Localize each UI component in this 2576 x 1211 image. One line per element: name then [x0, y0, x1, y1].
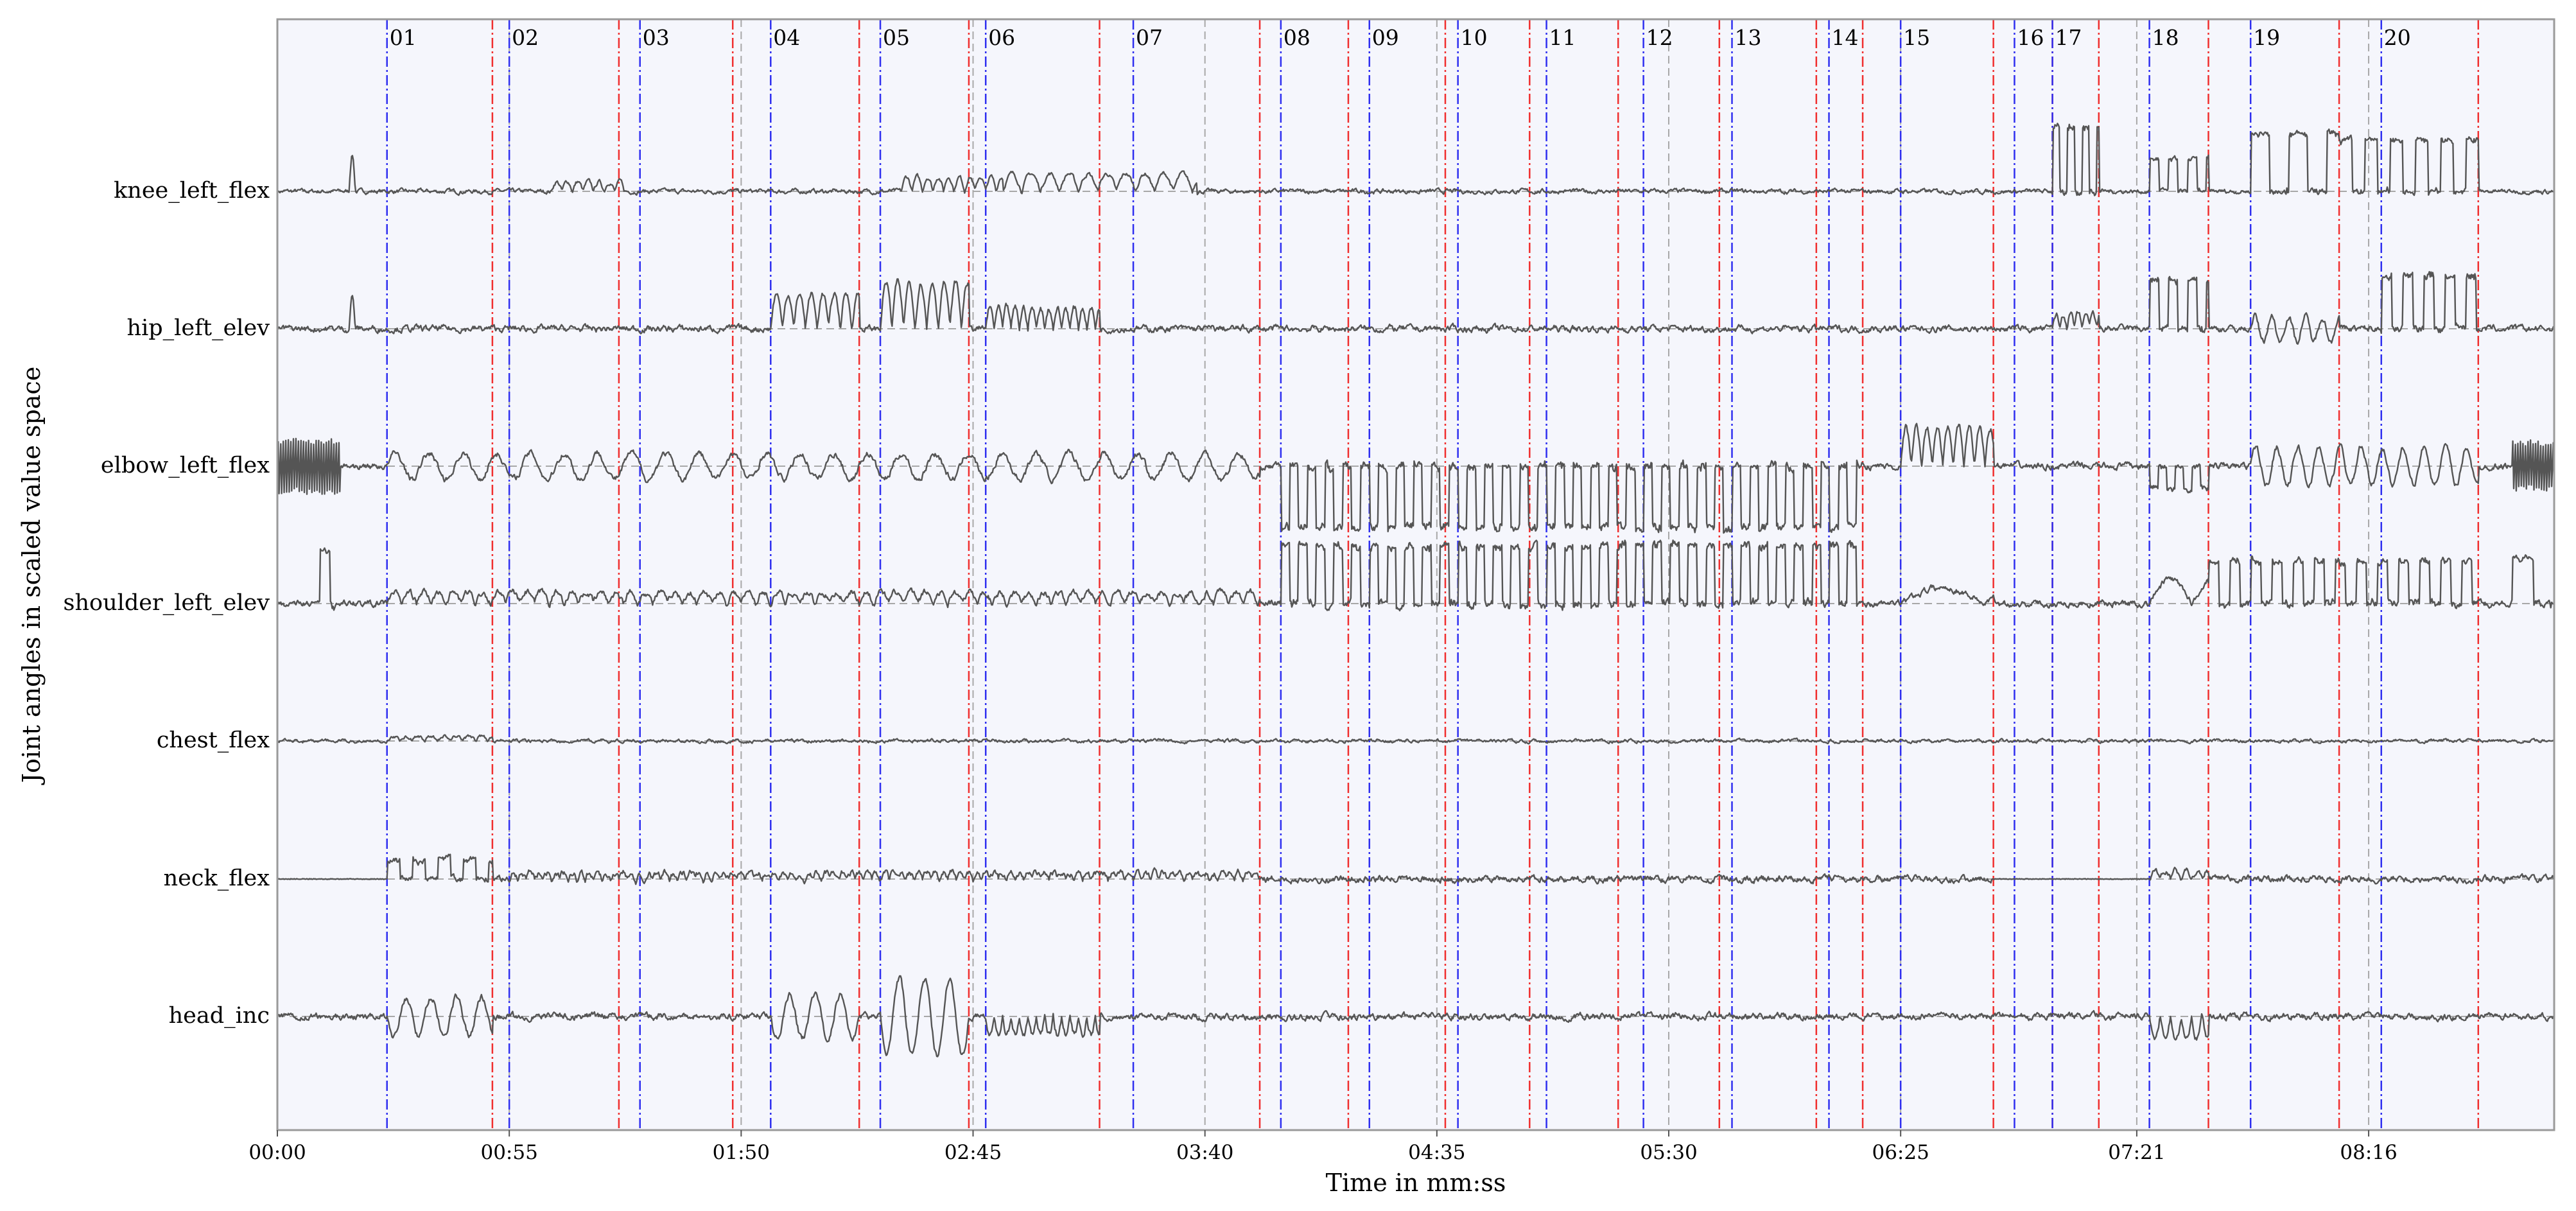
series-line-elbow_left_flex: [276, 423, 2555, 534]
segment-label: 12: [1646, 25, 1673, 50]
x-tick-label: 00:00: [248, 1141, 306, 1164]
vertical-gridlines: [509, 19, 2370, 1130]
series-line-head_inc: [277, 975, 2555, 1058]
x-axis-ticks: 00:00 00:55 01:50 02:45 03:40 04:35 05:30 06:25…: [248, 1130, 2398, 1164]
row-label-chest_flex: chest_flex: [157, 727, 270, 753]
segment-label: 05: [883, 25, 910, 50]
y-axis-title: Joint angles in scaled value space: [17, 367, 46, 786]
segment-label: 14: [1832, 25, 1859, 50]
segment-label: 02: [512, 25, 539, 50]
x-tick-label: 05:30: [1640, 1141, 1697, 1164]
row-label-neck_flex: neck_flex: [164, 866, 270, 891]
series-line-neck_flex: [277, 853, 2555, 885]
segment-label: 16: [2017, 25, 2044, 50]
x-tick-label: 06:25: [1872, 1141, 1929, 1164]
segment-label: 13: [1735, 25, 1762, 50]
segment-label: 11: [1549, 25, 1576, 50]
segment-label: 17: [2055, 25, 2082, 50]
segment-label: 03: [643, 25, 670, 50]
series-line-hip_left_elev: [276, 271, 2555, 345]
segment-label: 18: [2152, 25, 2179, 50]
x-tick-label: 08:16: [2340, 1141, 2397, 1164]
segment-label: 20: [2384, 25, 2411, 50]
row-label-knee_left_flex: knee_left_flex: [114, 178, 270, 204]
x-tick-label: 00:55: [480, 1141, 537, 1164]
x-tick-label: 02:45: [944, 1141, 1002, 1164]
plot-frame: [276, 18, 2555, 1131]
x-axis-title: Time in mm:ss: [1326, 1169, 1506, 1197]
segment-label: 15: [1903, 25, 1930, 50]
series-line-shoulder_left_elev: [276, 539, 2555, 612]
x-tick-label: 04:35: [1408, 1141, 1465, 1164]
series-line-chest_flex: [277, 734, 2555, 745]
signal-lines: [276, 123, 2555, 1058]
segment-label: 01: [390, 25, 417, 50]
segment-label: 09: [1372, 25, 1399, 50]
segment-label: 04: [773, 25, 800, 50]
series-line-knee_left_flex: [276, 123, 2555, 196]
row-label-head_inc: head_inc: [169, 1003, 270, 1029]
segment-label: 07: [1136, 25, 1163, 50]
segment-label: 08: [1284, 25, 1310, 50]
segment-label: 19: [2253, 25, 2280, 50]
plot-area: [277, 19, 2554, 1130]
x-tick-label: 07:21: [2108, 1141, 2165, 1164]
row-label-shoulder_left_elev: shoulder_left_elev: [64, 590, 270, 616]
x-tick-label: 01:50: [713, 1141, 770, 1164]
row-label-hip_left_elev: hip_left_elev: [127, 315, 270, 341]
segment-label: 06: [988, 25, 1015, 50]
row-labels: knee_left_flex hip_left_elev elbow_left_fl…: [64, 178, 270, 1029]
segment-label: 10: [1461, 25, 1488, 50]
row-label-elbow_left_flex: elbow_left_flex: [101, 453, 270, 478]
x-tick-label: 03:40: [1176, 1141, 1233, 1164]
